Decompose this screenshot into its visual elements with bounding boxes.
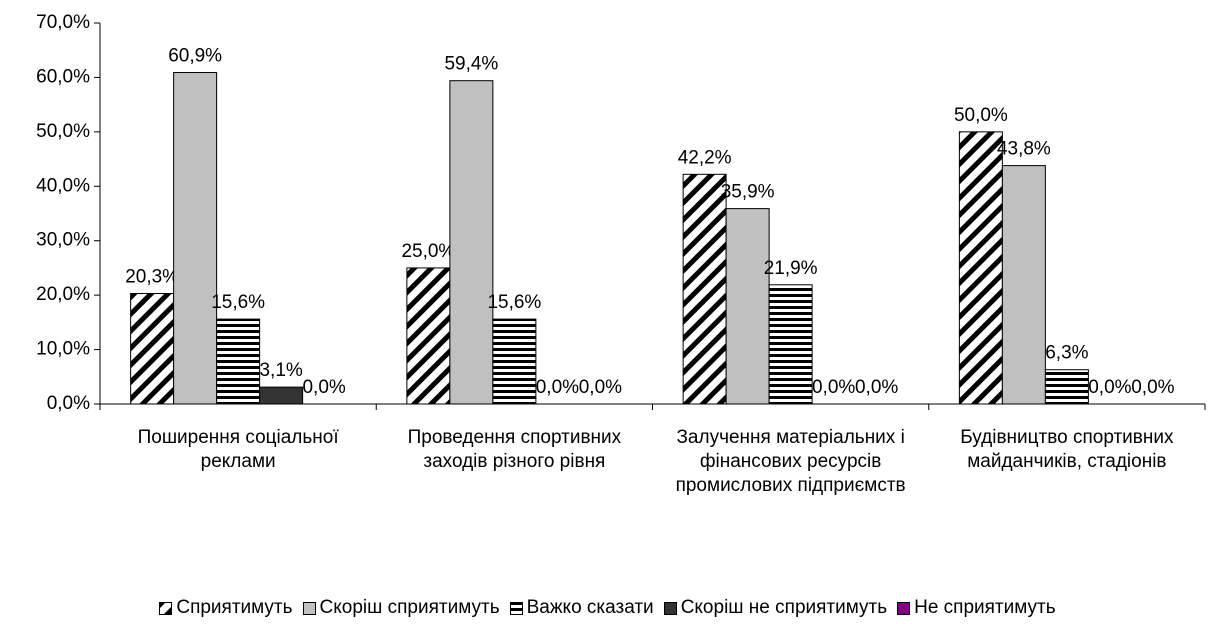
value-label: 0,0%	[1131, 377, 1174, 398]
value-label: 59,4%	[444, 54, 498, 75]
bar	[130, 293, 175, 405]
value-label: 60,9%	[168, 46, 222, 67]
value-label: 0,0%	[536, 377, 579, 398]
value-label: 3,1%	[259, 360, 302, 381]
value-label: 0,0%	[1088, 377, 1131, 398]
y-tick-label: 20,0%	[36, 284, 90, 305]
legend-swatch	[663, 601, 677, 615]
bar	[768, 284, 813, 405]
bar	[725, 208, 770, 405]
value-label: 21,9%	[764, 258, 818, 279]
legend-label: Важко сказати	[526, 597, 654, 618]
x-tick-label: Залучення матеріальних і фінансових ресу…	[675, 427, 906, 496]
value-label: 6,3%	[1045, 343, 1088, 364]
value-label: 43,8%	[997, 139, 1051, 160]
value-label: 0,0%	[302, 377, 345, 398]
legend-label: Скоріш сприятимуть	[319, 597, 500, 618]
bar	[492, 318, 537, 405]
legend-item: Скоріш сприятимуть	[302, 597, 500, 619]
legend-label: Скоріш не сприятимуть	[680, 597, 888, 618]
legend-item: Сприятимуть	[159, 597, 293, 619]
x-tick-label: Будівництво спортивних майданчиків, стад…	[960, 427, 1174, 472]
legend-swatch-box	[159, 601, 173, 615]
legend-swatch-box	[302, 601, 316, 615]
y-tick-label: 10,0%	[36, 339, 90, 360]
y-tick-label: 0,0%	[47, 393, 90, 414]
legend-item: Не сприятимуть	[897, 597, 1056, 619]
bar	[173, 72, 218, 405]
legend-item: Важко сказати	[509, 597, 654, 619]
legend-label: Не сприятимуть	[914, 597, 1056, 618]
bar	[406, 267, 451, 405]
y-tick-label: 60,0%	[36, 66, 90, 87]
value-label: 15,6%	[487, 292, 541, 313]
y-tick-label: 40,0%	[36, 175, 90, 196]
legend-swatch-box	[663, 601, 677, 615]
legend-swatch-box	[897, 601, 911, 615]
value-label: 0,0%	[855, 377, 898, 398]
legend: Сприятимуть Скоріш сприятимуть Важко сказа…	[0, 597, 1215, 619]
legend-swatch	[509, 601, 523, 615]
legend-swatch	[302, 601, 316, 615]
legend-item: Скоріш не сприятимуть	[663, 597, 888, 619]
value-label: 25,0%	[401, 241, 455, 262]
legend-swatch	[159, 601, 173, 615]
bar	[259, 386, 304, 405]
bar	[216, 318, 261, 405]
value-label: 35,9%	[721, 182, 775, 203]
value-label: 42,2%	[678, 147, 732, 168]
x-tick-label: Проведення спортивних заходів різного рі…	[407, 427, 622, 472]
bar	[1001, 165, 1046, 405]
legend-label: Сприятимуть	[176, 597, 293, 618]
legend-swatch-box	[509, 601, 523, 615]
bar	[958, 131, 1003, 405]
y-tick-label: 50,0%	[36, 121, 90, 142]
value-label: 15,6%	[211, 292, 265, 313]
value-label: 0,0%	[812, 377, 855, 398]
y-tick-label: 70,0%	[36, 12, 90, 33]
bar	[449, 80, 494, 405]
value-label: 0,0%	[579, 377, 622, 398]
value-label: 20,3%	[125, 267, 179, 288]
x-tick-label: Поширення соціальної реклами	[137, 427, 339, 472]
chart: 0,0% 10,0% 20,0% 30,0% 40,0% 50,0% 60,0% 70,0% 2…	[36, 12, 1206, 414]
bar	[1044, 369, 1089, 405]
value-label: 50,0%	[954, 105, 1008, 126]
bar	[682, 173, 727, 405]
y-tick-label: 30,0%	[36, 230, 90, 251]
legend-swatch	[897, 601, 911, 615]
